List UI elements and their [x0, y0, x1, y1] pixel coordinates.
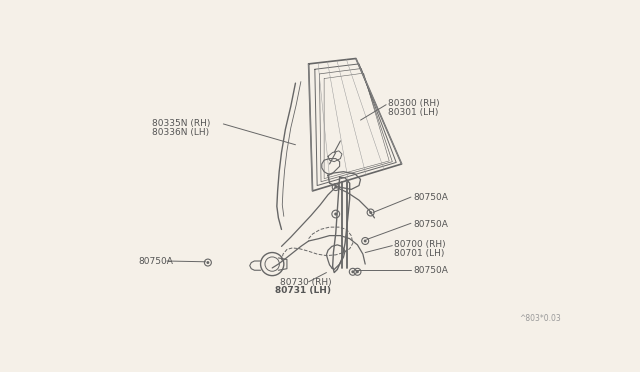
Text: 80731 (LH): 80731 (LH): [275, 286, 332, 295]
Text: ^803*0.03: ^803*0.03: [519, 314, 561, 323]
Text: 80301 (LH): 80301 (LH): [388, 108, 439, 117]
Circle shape: [334, 212, 337, 216]
Text: 80701 (LH): 80701 (LH): [394, 249, 444, 258]
Text: 80750A: 80750A: [413, 266, 448, 275]
Text: 80750A: 80750A: [413, 220, 448, 229]
Text: 80750A: 80750A: [413, 193, 448, 202]
Text: 80730 (RH): 80730 (RH): [280, 278, 332, 287]
Circle shape: [351, 270, 355, 273]
Circle shape: [364, 240, 367, 243]
Text: 80750A: 80750A: [138, 257, 173, 266]
Circle shape: [334, 186, 337, 189]
Text: 80300 (RH): 80300 (RH): [388, 99, 440, 108]
Text: 80336N (LH): 80336N (LH): [152, 128, 209, 137]
Circle shape: [356, 270, 359, 273]
Circle shape: [369, 211, 372, 214]
Circle shape: [207, 261, 209, 264]
Text: 80700 (RH): 80700 (RH): [394, 240, 445, 249]
Text: 80335N (RH): 80335N (RH): [152, 119, 211, 128]
